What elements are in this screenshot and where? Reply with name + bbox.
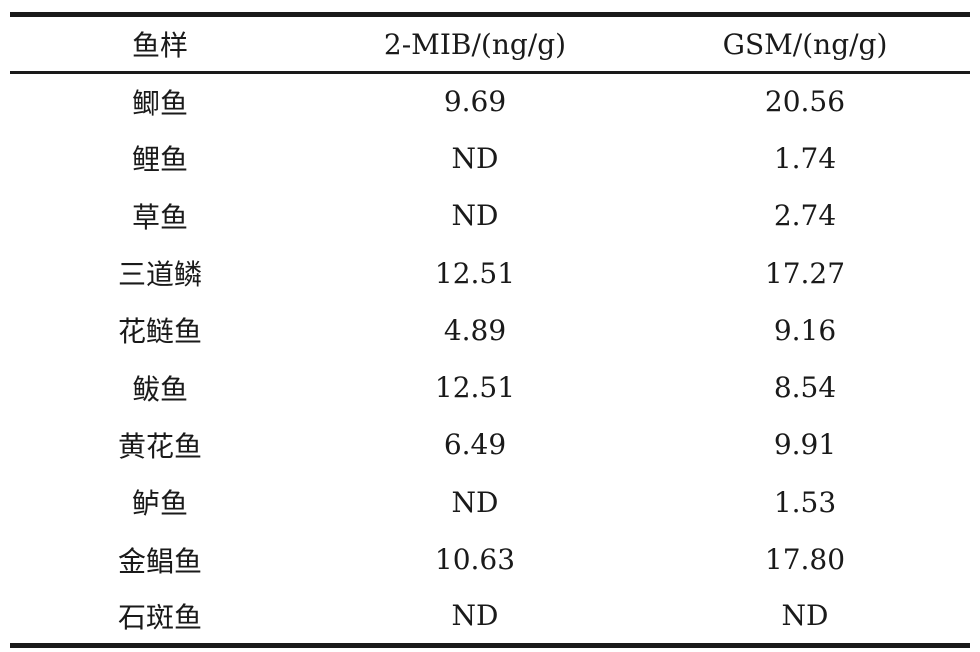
cell-gsm: 9.16 (773, 313, 837, 347)
cell-2mib: 10.63 (434, 543, 516, 577)
cell-fish: 黄花鱼 (117, 429, 202, 463)
table-row: 石斑鱼 ND ND (10, 588, 970, 648)
cell-fish: 鲅鱼 (131, 372, 188, 406)
cell-2mib: ND (451, 141, 499, 175)
fish-odor-table: 鱼样 2-MIB/(ng/g) GSM/(ng/g) 鲫鱼 9.69 20.56… (10, 12, 970, 648)
header-gsm: GSM/(ng/g) (640, 12, 970, 74)
cell-fish: 鲫鱼 (131, 86, 188, 120)
header-row: 鱼样 2-MIB/(ng/g) GSM/(ng/g) (10, 12, 970, 74)
table-row: 三道鳞 12.51 17.27 (10, 244, 970, 301)
cell-2mib: ND (451, 199, 499, 233)
cell-2mib: 4.89 (443, 313, 507, 347)
cell-gsm: 1.74 (773, 141, 837, 175)
cell-2mib: ND (310, 588, 640, 648)
cell-2mib: 12.51 (434, 371, 516, 405)
cell-gsm: 17.80 (764, 543, 846, 577)
data-table-container: 鱼样 2-MIB/(ng/g) GSM/(ng/g) 鲫鱼 9.69 20.56… (10, 12, 970, 648)
cell-2mib: 6.49 (443, 428, 507, 462)
table-row: 鲅鱼 12.51 8.54 (10, 359, 970, 416)
cell-fish: 花鲢鱼 (117, 315, 202, 349)
cell-gsm: 17.27 (764, 256, 846, 290)
cell-2mib: 9.69 (443, 85, 507, 119)
cell-gsm: 8.54 (773, 371, 837, 405)
cell-fish: 草鱼 (131, 200, 188, 234)
table-row: 黄花鱼 6.49 9.91 (10, 416, 970, 473)
table-row: 鲈鱼 ND 1.53 (10, 474, 970, 531)
cell-gsm: ND (640, 588, 970, 648)
table-row: 金鲳鱼 10.63 17.80 (10, 531, 970, 588)
table-row: 鲫鱼 9.69 20.56 (10, 73, 970, 130)
cell-gsm: 20.56 (764, 85, 846, 119)
cell-fish: 鲤鱼 (131, 143, 188, 177)
header-fish-sample: 鱼样 (10, 12, 310, 74)
header-2mib: 2-MIB/(ng/g) (310, 12, 640, 74)
cell-fish: 鲈鱼 (131, 487, 188, 521)
cell-2mib: ND (451, 485, 499, 519)
table-body: 鲫鱼 9.69 20.56 鲤鱼 ND 1.74 草鱼 ND 2.74 三道鳞 … (10, 73, 970, 648)
cell-gsm: 2.74 (773, 199, 837, 233)
cell-gsm: 9.91 (773, 428, 837, 462)
cell-gsm: 1.53 (773, 485, 837, 519)
cell-fish: 金鲳鱼 (117, 544, 202, 578)
cell-fish: 石斑鱼 (10, 588, 310, 648)
cell-2mib: 12.51 (434, 256, 516, 290)
table-row: 花鲢鱼 4.89 9.16 (10, 302, 970, 359)
cell-fish: 三道鳞 (117, 258, 202, 292)
table-row: 鲤鱼 ND 1.74 (10, 130, 970, 187)
table-row: 草鱼 ND 2.74 (10, 187, 970, 244)
table-header: 鱼样 2-MIB/(ng/g) GSM/(ng/g) (10, 12, 970, 74)
